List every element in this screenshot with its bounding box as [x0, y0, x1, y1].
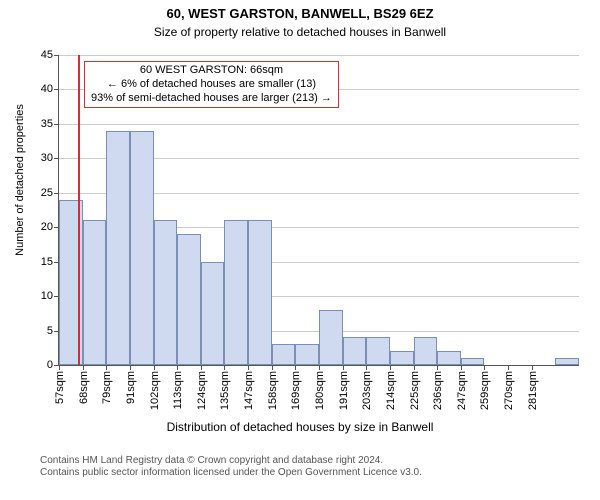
histogram-bar	[295, 344, 319, 365]
annotation-line: 93% of semi-detached houses are larger (…	[91, 92, 332, 106]
x-tick-label: 247sqm	[454, 371, 468, 410]
x-tick-label: 124sqm	[194, 371, 208, 410]
x-tick-mark	[414, 365, 415, 370]
histogram-bar	[272, 344, 296, 365]
y-tick-label: 35	[41, 118, 59, 130]
histogram-bar	[224, 220, 248, 365]
histogram-bar	[319, 310, 343, 365]
histogram-bar	[414, 337, 438, 365]
footer-attribution: Contains HM Land Registry data © Crown c…	[40, 455, 422, 479]
histogram-bar	[130, 131, 154, 365]
y-tick-label: 20	[41, 221, 59, 233]
histogram-bar	[390, 351, 414, 365]
x-tick-mark	[272, 365, 273, 370]
x-tick-label: 113sqm	[170, 371, 184, 409]
y-tick-label: 0	[47, 359, 59, 371]
y-tick-label: 45	[41, 49, 59, 61]
y-tick-label: 10	[41, 290, 59, 302]
x-tick-label: 147sqm	[241, 371, 255, 410]
x-tick-label: 68sqm	[76, 371, 90, 404]
gridline	[59, 124, 579, 125]
histogram-bar	[201, 262, 225, 365]
x-tick-label: 135sqm	[217, 371, 231, 410]
x-tick-mark	[461, 365, 462, 370]
x-tick-label: 270sqm	[501, 371, 515, 410]
histogram-bar	[437, 351, 461, 365]
plot-area: 05101520253035404557sqm68sqm79sqm91sqm10…	[58, 55, 579, 366]
x-tick-label: 225sqm	[407, 371, 421, 410]
x-tick-label: 169sqm	[288, 371, 302, 410]
y-tick-label: 25	[41, 187, 59, 199]
chart-subtitle: Size of property relative to detached ho…	[0, 25, 600, 39]
x-tick-mark	[366, 365, 367, 370]
x-tick-mark	[130, 365, 131, 370]
y-tick-label: 5	[47, 325, 59, 337]
x-tick-mark	[437, 365, 438, 370]
footer-line-1: Contains HM Land Registry data © Crown c…	[40, 455, 422, 467]
chart-title: 60, WEST GARSTON, BANWELL, BS29 6EZ	[0, 6, 600, 21]
x-tick-label: 180sqm	[312, 371, 326, 410]
x-tick-mark	[248, 365, 249, 370]
x-tick-label: 214sqm	[383, 371, 397, 410]
x-tick-mark	[154, 365, 155, 370]
reference-line	[78, 55, 80, 365]
y-axis-label: Number of detached properties	[14, 50, 26, 310]
x-tick-label: 236sqm	[430, 371, 444, 410]
histogram-bar	[248, 220, 272, 365]
x-tick-mark	[484, 365, 485, 370]
annotation-box: 60 WEST GARSTON: 66sqm← 6% of detached h…	[84, 61, 339, 108]
histogram-bar	[177, 234, 201, 365]
histogram-bar	[154, 220, 178, 365]
x-tick-label: 57sqm	[52, 371, 66, 404]
x-tick-mark	[508, 365, 509, 370]
histogram-bar	[83, 220, 107, 365]
annotation-line: 60 WEST GARSTON: 66sqm	[91, 64, 332, 78]
x-tick-mark	[177, 365, 178, 370]
histogram-bar	[343, 337, 367, 365]
x-tick-mark	[201, 365, 202, 370]
footer-line-2: Contains public sector information licen…	[40, 467, 422, 479]
x-tick-label: 102sqm	[147, 371, 161, 410]
x-tick-mark	[390, 365, 391, 370]
x-tick-mark	[319, 365, 320, 370]
x-tick-label: 79sqm	[99, 371, 113, 404]
annotation-line: ← 6% of detached houses are smaller (13)	[91, 78, 332, 92]
x-tick-label: 203sqm	[359, 371, 373, 410]
histogram-bar	[461, 358, 485, 365]
gridline	[59, 55, 579, 56]
y-tick-label: 30	[41, 152, 59, 164]
chart-container: 60, WEST GARSTON, BANWELL, BS29 6EZ Size…	[0, 0, 600, 500]
x-tick-label: 91sqm	[123, 371, 137, 404]
x-tick-label: 281sqm	[525, 371, 539, 410]
x-tick-label: 158sqm	[265, 371, 279, 410]
x-tick-label: 259sqm	[477, 371, 491, 410]
x-tick-mark	[59, 365, 60, 370]
x-tick-label: 191sqm	[336, 371, 350, 410]
x-tick-mark	[295, 365, 296, 370]
histogram-bar	[366, 337, 390, 365]
histogram-bar	[106, 131, 130, 365]
x-tick-mark	[343, 365, 344, 370]
x-tick-mark	[83, 365, 84, 370]
x-tick-mark	[224, 365, 225, 370]
x-tick-mark	[106, 365, 107, 370]
histogram-bar	[555, 358, 579, 365]
x-axis-label: Distribution of detached houses by size …	[0, 420, 600, 434]
x-tick-mark	[532, 365, 533, 370]
y-tick-label: 15	[41, 256, 59, 268]
y-tick-label: 40	[41, 83, 59, 95]
